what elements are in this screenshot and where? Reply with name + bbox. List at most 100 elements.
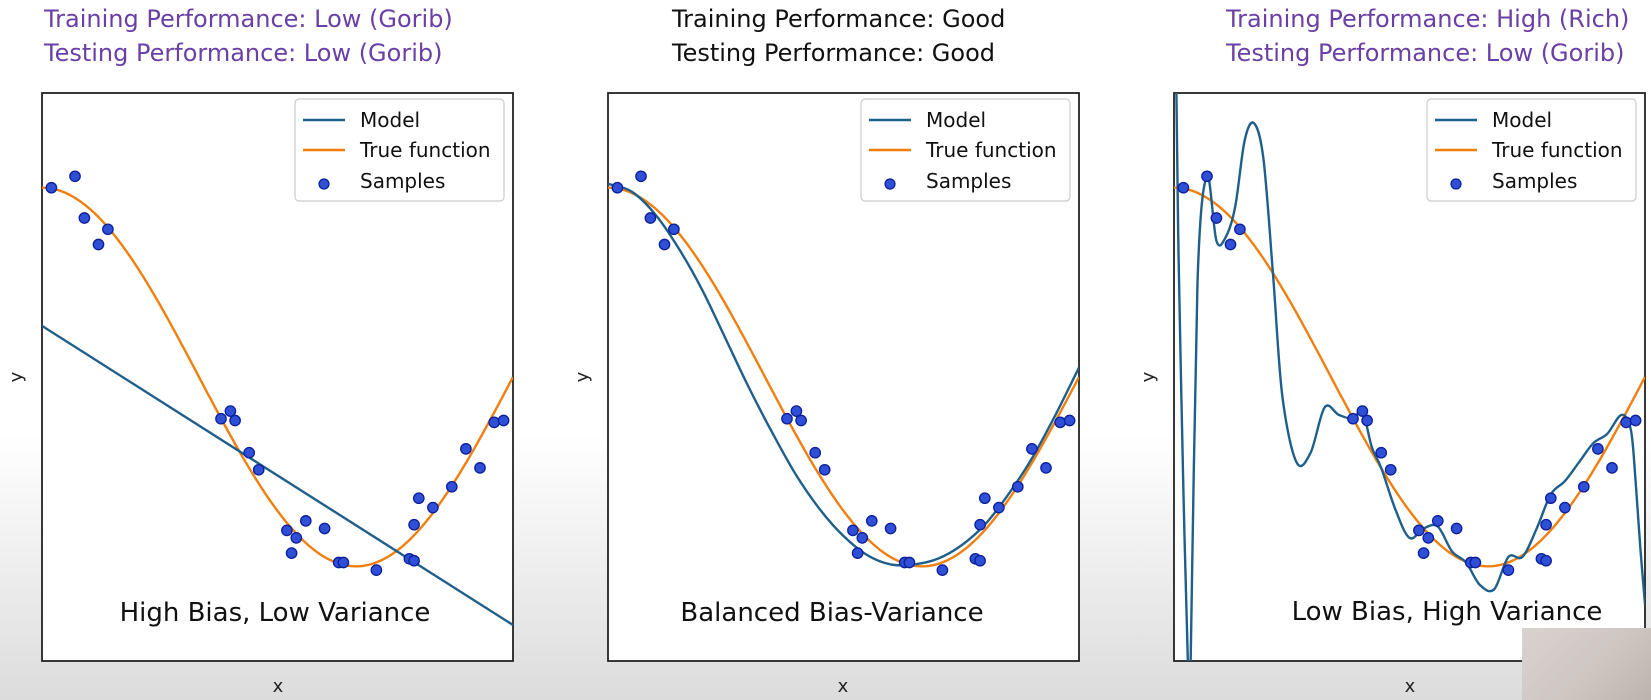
- panel-3-legend-true-function-label: True function: [1491, 138, 1623, 162]
- panel-3-sample-point: [1356, 405, 1369, 417]
- panel-2-sample-point: [856, 532, 869, 544]
- panel-3-caption-training: Training Performance: High (Rich): [1225, 5, 1629, 33]
- panel-1-sample-point: [92, 238, 105, 251]
- panel-3-legend-samples-label: Samples: [1492, 169, 1577, 193]
- panel-1-sample-point: [45, 181, 58, 194]
- panel-2-legend: Model True function Samples: [860, 98, 1071, 202]
- panel-1-sample-point: [474, 462, 486, 474]
- panel-3-legend: Model True function Samples: [1426, 98, 1637, 202]
- panel-2-caption-testing: Testing Performance: Good: [671, 39, 995, 67]
- panel-1-regime-caption: High Bias, Low Variance: [120, 598, 431, 628]
- panel-3-sample-point: [1502, 564, 1515, 576]
- panel-1-caption-testing: Testing Performance: Low (Gorib): [43, 39, 442, 67]
- panel-3-sample-point: [1417, 547, 1430, 559]
- panel-3-sample-point: [1577, 480, 1590, 493]
- panel-1-sample-point: [69, 170, 81, 183]
- panel-1-sample-point: [488, 416, 501, 429]
- panel-3-legend-model-label: Model: [1492, 108, 1552, 132]
- panel-1-sample-point: [445, 480, 458, 493]
- panel-2-legend-samples-label: Samples: [926, 169, 1011, 193]
- panel-1-sample-point: [299, 515, 312, 527]
- panel-1-sample-point: [427, 501, 439, 514]
- panel-2-sample-point: [790, 405, 803, 417]
- panel-2-sample-point: [978, 492, 991, 505]
- panel-1-sample-point: [243, 446, 256, 459]
- panel-2-sample-point: [993, 501, 1005, 514]
- panel-1-legend: Model True function Samples: [294, 98, 505, 202]
- panel-2-sample-point: [781, 412, 793, 425]
- panel-1-sample-point: [337, 556, 350, 569]
- panel-2-sample-point: [884, 522, 897, 535]
- panel-3-sample-point: [1592, 443, 1604, 455]
- panel-2-sample-point: [1063, 414, 1076, 427]
- panel-1-caption-training: Training Performance: Low (Gorib): [43, 5, 453, 33]
- panel-1-sample-point: [281, 524, 293, 537]
- panel-2-sample-point: [1011, 480, 1024, 493]
- panel-3: Training Performance: High (Rich) Testin…: [1138, 5, 1646, 697]
- panel-3-legend-box: [1426, 98, 1637, 202]
- panel-2-sample-point: [635, 170, 647, 183]
- panel-2-sample-point: [974, 518, 986, 531]
- panel-1-sample-point: [252, 463, 265, 476]
- panel-1-y-axis-label: y: [6, 371, 27, 382]
- panel-2-sample-point: [611, 181, 624, 194]
- panel-3-sample-point: [1361, 414, 1373, 427]
- panel-1: Training Performance: Low (Gorib) Testin…: [6, 5, 514, 697]
- panel-1-sample-point: [290, 532, 303, 544]
- panel-3-sample-point: [1224, 238, 1237, 251]
- panel-2-sample-point: [847, 524, 859, 537]
- panel-2: Training Performance: Good Testing Perfo…: [572, 5, 1080, 697]
- panel-2-sample-point: [795, 414, 807, 427]
- panel-2-sample-point: [818, 463, 831, 476]
- panel-2-regime-caption: Balanced Bias-Variance: [680, 598, 983, 628]
- panel-2-sample-point: [936, 564, 949, 576]
- panel-2-sample-point: [809, 446, 822, 459]
- panel-3-sample-point: [1234, 223, 1246, 236]
- panel-3-sample-point: [1375, 446, 1388, 459]
- panel-2-legend-true-function-label: True function: [925, 138, 1057, 162]
- panel-1-legend-model-label: Model: [360, 108, 420, 132]
- panel-2-sample-point: [668, 223, 680, 236]
- panel-3-y-axis-label: y: [1138, 371, 1159, 382]
- panel-1-model-line: [42, 324, 513, 627]
- panel-1-legend-box: [294, 98, 505, 202]
- panel-1-sample-point: [285, 547, 298, 559]
- panel-2-legend-model-label: Model: [926, 108, 986, 132]
- panel-1-sample-point: [102, 223, 114, 236]
- panel-2-sample-point: [1026, 443, 1038, 455]
- panel-3-sample-point: [1606, 462, 1618, 474]
- panel-3-legend-samples-swatch: [1450, 178, 1462, 190]
- panel-2-legend-box: [860, 98, 1071, 202]
- panel-2-x-axis-label: x: [838, 676, 849, 697]
- panel-2-sample-point: [1040, 462, 1052, 474]
- panel-1-sample-point: [78, 212, 91, 224]
- panel-3-sample-point: [1177, 181, 1190, 194]
- panel-2-sample-point: [974, 554, 986, 567]
- panel-2-sample-point: [1054, 416, 1067, 429]
- panel-2-sample-point: [644, 212, 657, 224]
- panel-3-sample-point: [1469, 556, 1482, 569]
- panel-1-sample-point: [224, 405, 237, 417]
- panel-2-caption-training: Training Performance: Good: [671, 5, 1005, 33]
- panel-1-sample-point: [497, 414, 510, 427]
- panel-2-sample-point: [851, 547, 864, 559]
- panel-3-sample-point: [1620, 416, 1633, 429]
- panel-3-sample-point: [1544, 492, 1557, 505]
- panel-3-sample-point: [1450, 522, 1463, 535]
- panel-1-sample-point: [460, 443, 472, 455]
- panel-1-sample-point: [370, 564, 383, 576]
- panel-3-regime-caption: Low Bias, High Variance: [1292, 597, 1603, 627]
- panel-3-sample-point: [1431, 515, 1444, 527]
- panel-3-sample-point: [1210, 212, 1223, 224]
- panel-1-x-axis-label: x: [273, 676, 284, 697]
- panel-1-sample-point: [215, 412, 227, 425]
- panel-3-sample-point: [1347, 412, 1359, 425]
- panel-3-sample-point: [1413, 524, 1425, 537]
- panel-2-y-axis-label: y: [572, 371, 593, 382]
- panel-3-sample-point: [1540, 518, 1552, 531]
- panel-3-sample-point: [1201, 170, 1213, 183]
- panel-3-x-axis-label: x: [1405, 676, 1416, 697]
- panel-2-sample-point: [903, 556, 916, 569]
- panel-1-sample-point: [229, 414, 241, 427]
